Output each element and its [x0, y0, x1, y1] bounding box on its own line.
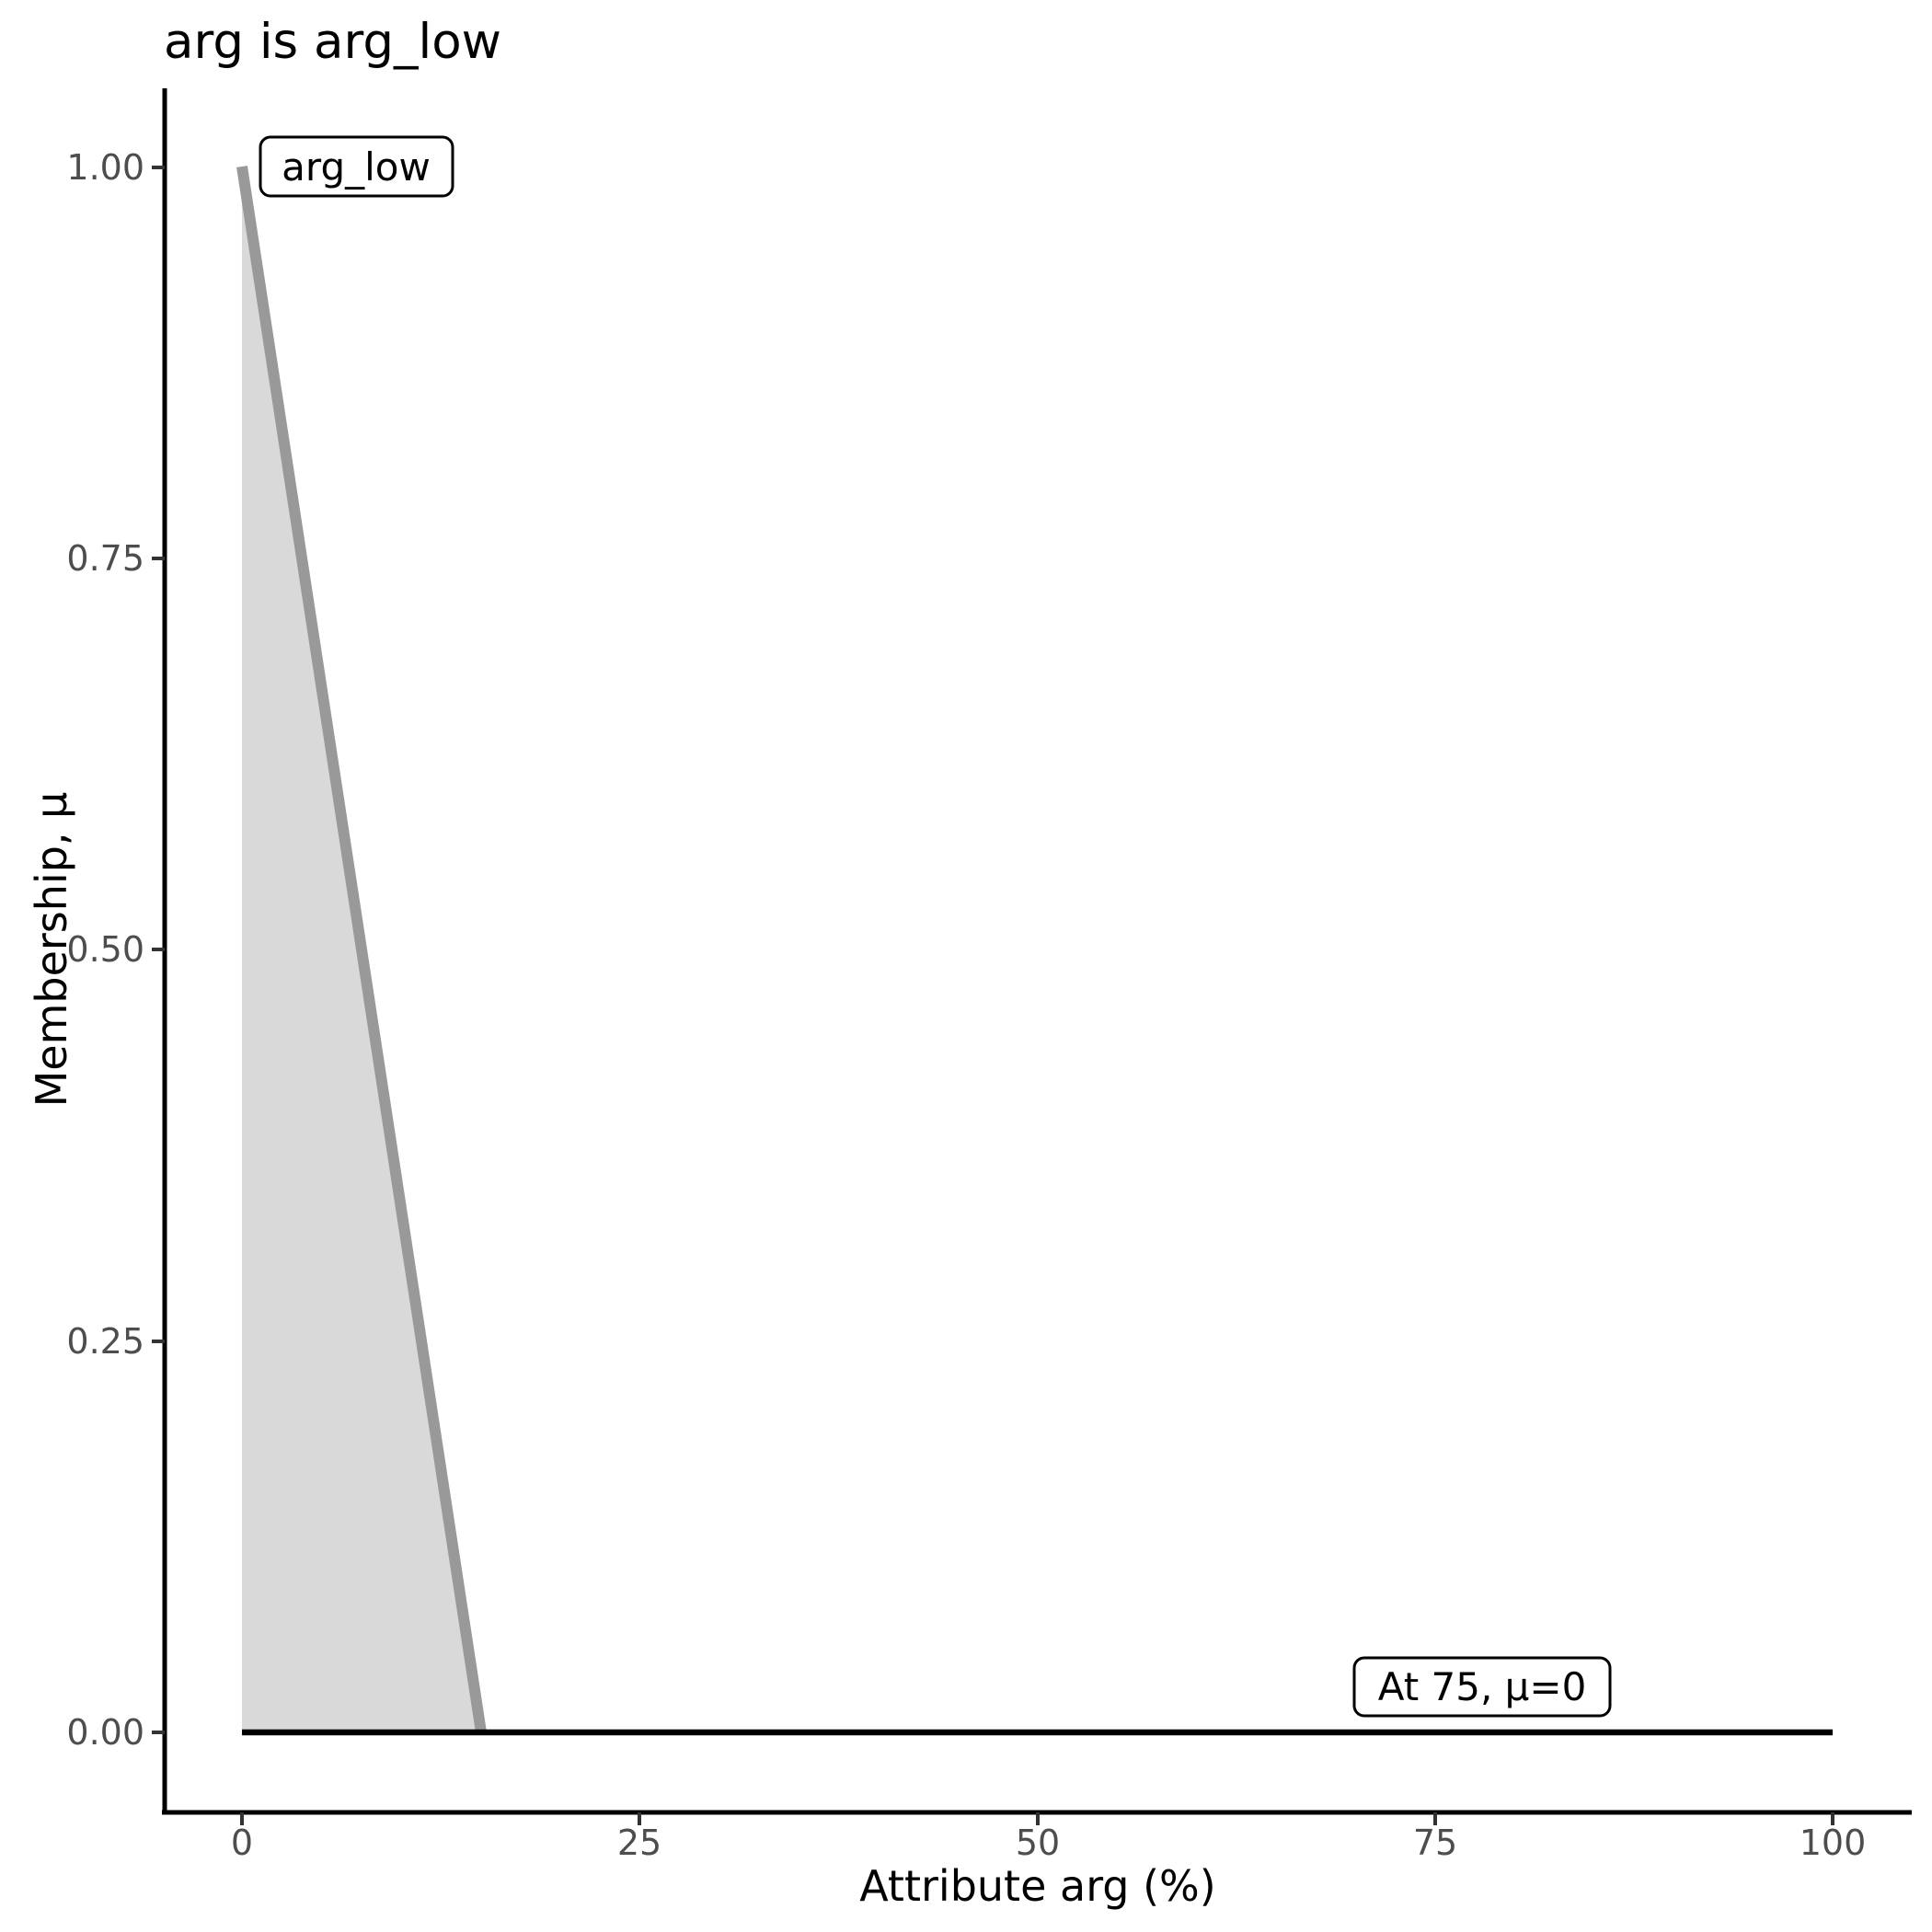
x-axis-ticks — [240, 1812, 1834, 1825]
y-axis-ticks — [152, 166, 165, 1734]
x-tick-label: 100 — [1800, 1823, 1867, 1863]
y-tick-label: 0.75 — [66, 538, 144, 579]
x-tick-label: 75 — [1413, 1823, 1457, 1863]
annotation-arg-low-box — [259, 135, 454, 198]
x-tick-label: 50 — [1016, 1823, 1060, 1863]
annotation-at-75: At 75, μ=0 — [1352, 1656, 1612, 1718]
y-tick-label: 0.00 — [66, 1712, 144, 1753]
x-axis-tick-labels: 0 25 50 75 100 — [231, 1823, 1866, 1863]
y-tick-label: 0.25 — [66, 1321, 144, 1362]
x-tick-label: 0 — [231, 1823, 253, 1863]
plot-title: arg is arg_low — [164, 14, 501, 70]
membership-function-line — [236, 166, 487, 1733]
y-tick-label: 0.50 — [66, 929, 144, 970]
y-tick-label: 1.00 — [66, 147, 144, 188]
x-tick-label: 25 — [617, 1823, 661, 1863]
y-axis-title: Membership, μ — [27, 792, 76, 1108]
annotation-arg-low-text: arg_low — [282, 144, 431, 190]
annotation-at-75-text: At 75, μ=0 — [1378, 1664, 1587, 1709]
annotation-arg-low: arg_low — [259, 135, 454, 198]
x-axis-title: Attribute arg (%) — [859, 1861, 1215, 1911]
annotation-at-75-box — [1352, 1656, 1612, 1718]
y-axis-tick-labels: 1.00 0.75 0.50 0.25 0.00 — [66, 147, 144, 1753]
